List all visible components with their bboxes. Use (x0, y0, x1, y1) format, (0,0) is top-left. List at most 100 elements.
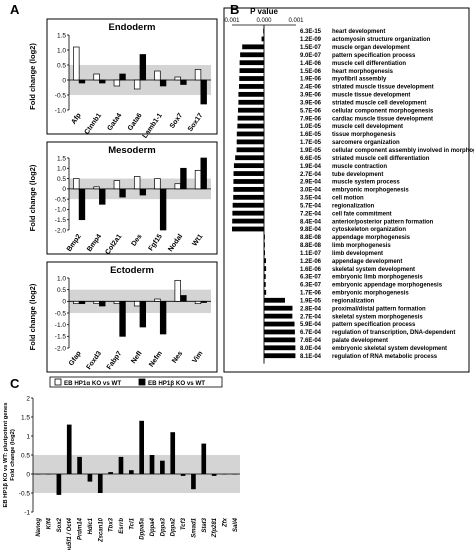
bar (232, 474, 238, 475)
bar (66, 424, 72, 474)
pvalue-bar (264, 337, 296, 343)
pvalue-label: 1.2E-06 (300, 259, 322, 265)
pvalue-bar (264, 274, 266, 279)
go-term-label: pattern specification process (332, 322, 416, 328)
go-term-label: tube development (332, 172, 383, 178)
pvalue-label: 3.0E-04 (300, 188, 322, 194)
bar (139, 300, 147, 328)
bar (154, 178, 161, 190)
pvalue-label: 5.9E-04 (300, 322, 322, 328)
go-term-label: embryonic limb morphogenesis (332, 275, 423, 281)
category-label: Prdm14 (78, 517, 84, 540)
pvalue-bar (238, 91, 264, 97)
go-term-label: tissue morphogenesis (332, 132, 396, 138)
pvalue-bar (238, 84, 264, 89)
bar (113, 79, 121, 87)
pvalue-label: 1.9E-04 (300, 164, 322, 170)
y-tick-label: 1.0 (57, 166, 66, 173)
bar (200, 300, 207, 303)
pvalue-bar (233, 194, 264, 200)
y-axis-label: Fold change (log2) (28, 43, 37, 110)
pvalue-label: 1.0E-05 (300, 124, 322, 130)
pvalue-bar (233, 179, 264, 184)
pvalue-bar (237, 115, 264, 121)
pvalue-label: 1.2E-09 (300, 37, 322, 43)
category-label: Des (131, 233, 144, 248)
pvalue-bar (233, 187, 264, 192)
category-label: Col2a1 (104, 233, 123, 256)
bar (119, 188, 126, 198)
y-tick-label: -0.5 (19, 490, 31, 497)
go-term-label: proximal/distal pattern formation (332, 306, 426, 312)
category-label: Dppa5a (140, 517, 146, 539)
bar (93, 186, 100, 190)
pvalue-bar (264, 289, 267, 295)
go-term-label: heart morphogenesis (332, 69, 394, 75)
pvalue-bar (261, 36, 264, 42)
bar (154, 70, 161, 81)
x-tick-label: 0.001 (288, 18, 304, 24)
y-tick-label: 0.5 (57, 62, 66, 69)
x-axis-label: P value (250, 7, 278, 16)
pvalue-label: 6.7E-04 (300, 330, 322, 336)
bar (99, 79, 106, 84)
pvalue-label: 1.5E-06 (300, 69, 322, 75)
go-term-label: embryonic morphogenesis (332, 291, 409, 297)
go-term-label: limb morphogenesis (332, 243, 391, 249)
category-label: Gfap (68, 350, 83, 367)
category-label: Gata6 (127, 112, 144, 132)
pvalue-label: 1.4E-06 (300, 61, 322, 67)
bar (139, 188, 147, 196)
bar (73, 178, 80, 190)
bar (119, 73, 126, 81)
pvalue-bar (236, 139, 264, 145)
bar (99, 300, 106, 307)
category-label: Wt1 (191, 233, 204, 248)
bar (174, 279, 181, 302)
category-label: Dppa2 (171, 517, 177, 536)
go-term-label: heart development (332, 29, 385, 35)
bar (133, 79, 141, 90)
pluripotent-chart: 2 1.5 1 0.5 0 -0.5 -1 Nanog Klf4 Sox2 Pou5f1 / Oct… (3, 395, 240, 550)
bar (211, 474, 217, 476)
bar (191, 474, 196, 490)
go-term-label: muscle organ development (332, 45, 410, 51)
category-label: Fgf15 (147, 233, 164, 252)
bar (99, 188, 106, 205)
pvalue-label: 2.9E-04 (300, 180, 322, 186)
bar (73, 300, 80, 305)
pvalue-label: 1.9E-06 (300, 77, 322, 83)
go-term-label: striated muscle cell development (332, 100, 426, 106)
bar (174, 183, 181, 190)
category-label: Lamb1-1 (142, 112, 164, 140)
go-term-label: embryonic morphogenesis (332, 188, 409, 194)
pvalue-label: 1.9E-05 (300, 298, 322, 304)
y-tick-label: 0 (26, 471, 30, 478)
pvalue-bar (233, 171, 264, 176)
pvalue-label: 3.5E-04 (300, 196, 322, 202)
go-term-label: striated muscle cell differentiation (332, 156, 430, 162)
pvalue-label: 8.4E-04 (300, 219, 322, 225)
bar (128, 470, 134, 474)
panel-letter-c: C (10, 376, 20, 391)
legend-swatch-ko-alpha (54, 378, 62, 386)
bar (118, 456, 124, 474)
bar (194, 300, 202, 305)
pvalue-label: 1.6E-05 (300, 132, 322, 138)
bar (194, 69, 202, 81)
go-term-label: cellular component assembly involved in … (332, 148, 474, 154)
legend-label-ko-alpha: EB HP1α KO vs WT (64, 380, 121, 387)
y-axis-label: Fold change (log2) (28, 164, 37, 231)
pvalue-label: 1.7E-05 (300, 140, 322, 146)
y-tick-label: -1.5 (55, 217, 67, 224)
chart-frame (46, 261, 218, 373)
go-term-label: cell fate commitment (332, 211, 392, 217)
y-tick-label: -2.0 (55, 227, 67, 234)
bar (113, 180, 121, 190)
bar (180, 79, 187, 85)
go-term-label: cell motion (332, 196, 364, 202)
pvalue-bar (264, 266, 267, 271)
bar (139, 420, 145, 474)
